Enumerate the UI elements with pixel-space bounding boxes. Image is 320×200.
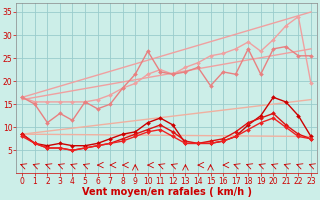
X-axis label: Vent moyen/en rafales ( km/h ): Vent moyen/en rafales ( km/h )	[82, 187, 252, 197]
